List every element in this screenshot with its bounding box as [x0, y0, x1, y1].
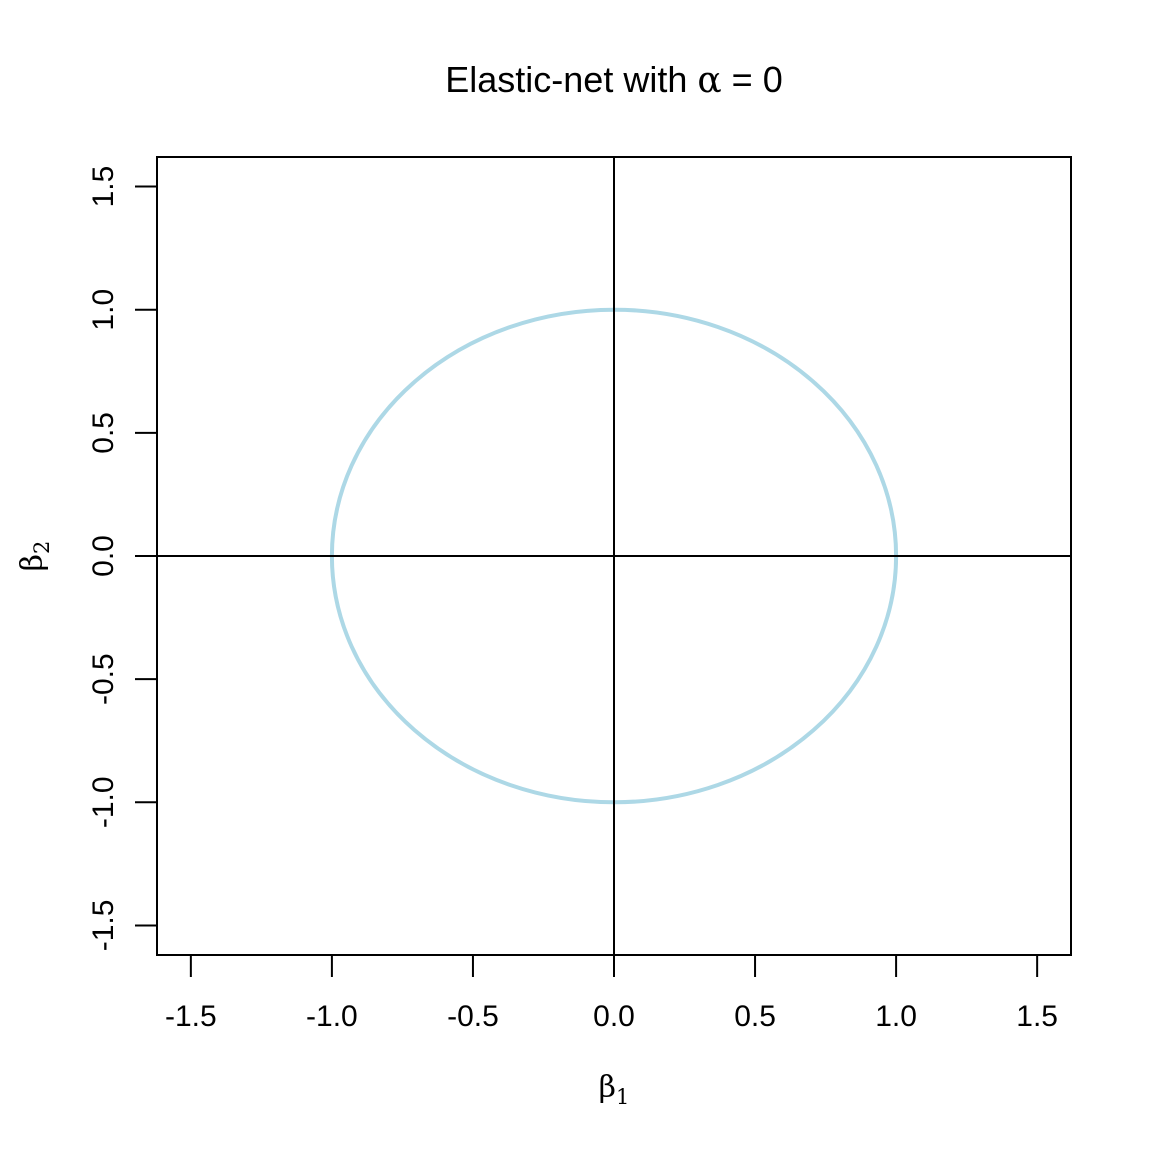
title-alpha-symbol: α: [697, 60, 721, 101]
x-tick-label: -0.5: [447, 1000, 499, 1033]
y-tick-label: 1.5: [87, 166, 120, 208]
y-tick-label: 0.5: [87, 412, 120, 454]
x-tick-label: 0.5: [734, 1000, 776, 1033]
y-tick-label: -0.5: [87, 653, 120, 705]
plot-area: -1.5 -1.0 -0.5 0.0 0.5 1.0 1.5 -1.5 -1.0 -0.5 0.0 0…: [87, 156, 1072, 1033]
chart-title: Elastic-net with α = 0: [445, 59, 782, 101]
x-tick-label: 0.0: [593, 1000, 635, 1033]
y-tick-label: -1.5: [87, 900, 120, 952]
x-tick-label: 1.5: [1016, 1000, 1058, 1033]
x-axis-label: β1: [599, 1070, 630, 1109]
x-tick-label: -1.5: [165, 1000, 217, 1033]
x-tick-label: -1.0: [306, 1000, 358, 1033]
y-tick-label: -1.0: [87, 776, 120, 828]
y-axis-label: β2: [15, 541, 54, 572]
y-tick-label: 0.0: [87, 535, 120, 577]
x-tick-label: 1.0: [875, 1000, 917, 1033]
y-tick-label: 1.0: [87, 289, 120, 331]
